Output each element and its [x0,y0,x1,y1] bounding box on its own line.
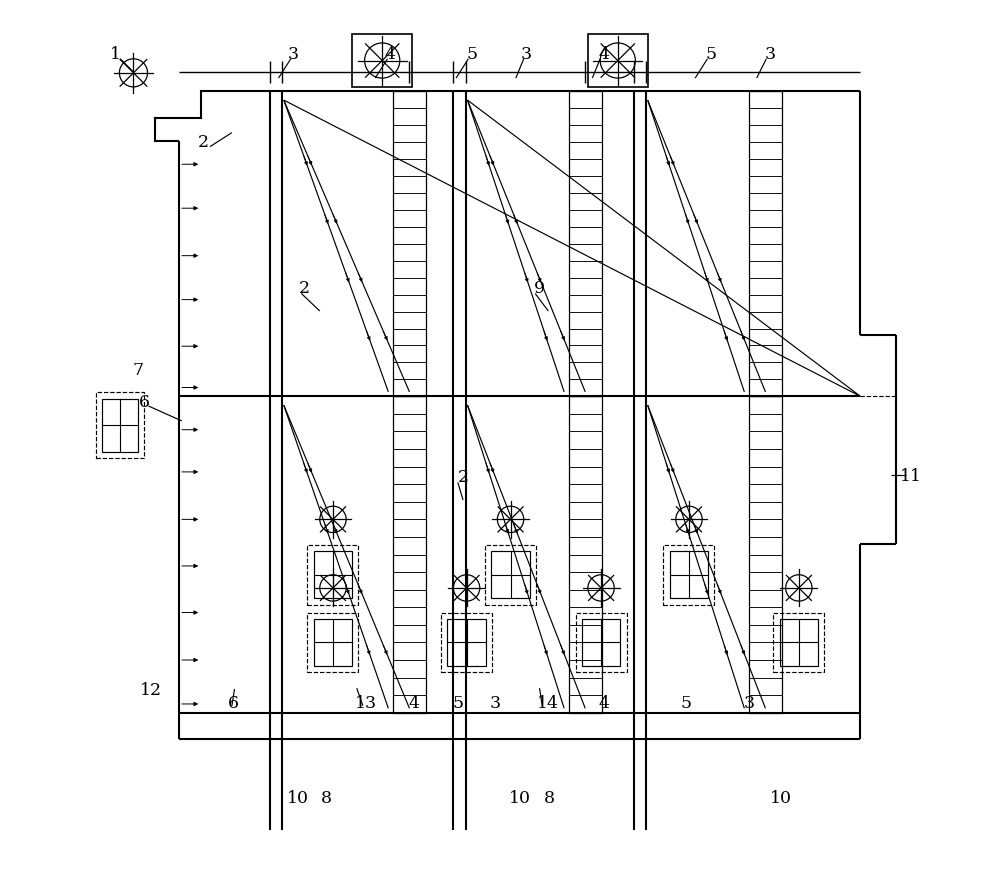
Text: 6: 6 [139,393,150,411]
Bar [96,393,144,458]
Text: 3: 3 [521,46,532,63]
Bar [569,92,602,397]
Bar [307,613,358,673]
Bar [663,545,714,605]
Text: 12: 12 [140,680,162,698]
Text: 6: 6 [228,694,239,711]
Bar [670,551,708,599]
Text: 5: 5 [681,694,692,711]
Text: 11: 11 [900,467,922,485]
Text: 7: 7 [132,362,143,379]
Bar [569,397,602,713]
Text: 2: 2 [458,468,469,486]
Bar [749,92,782,397]
Bar [749,397,782,713]
Bar [588,35,648,88]
Text: 4: 4 [408,694,419,711]
Text: 5: 5 [452,694,463,711]
Text: 10: 10 [287,788,309,806]
Text: 8: 8 [544,788,555,806]
Text: 3: 3 [489,694,500,711]
Bar [393,397,426,713]
Text: 1: 1 [109,46,120,63]
Text: 13: 13 [355,694,377,711]
Text: 4: 4 [598,46,609,63]
Text: 3: 3 [288,46,299,63]
Bar [102,399,138,453]
Text: 10: 10 [509,788,531,806]
Bar [582,619,620,666]
Text: 4: 4 [385,46,396,63]
Bar [441,613,492,673]
Text: 2: 2 [198,133,209,151]
Text: 4: 4 [598,694,609,711]
Text: 5: 5 [466,46,477,63]
Text: 5: 5 [705,46,717,63]
Text: 3: 3 [743,694,754,711]
Bar [773,613,824,673]
Bar [314,551,352,599]
Bar [393,92,426,397]
Bar [485,545,536,605]
Text: 10: 10 [770,788,792,806]
Text: 2: 2 [299,279,310,297]
Text: 14: 14 [537,694,559,711]
Bar [314,619,352,666]
Text: 9: 9 [534,279,545,297]
Bar [447,619,486,666]
Bar [780,619,818,666]
Bar [352,35,412,88]
Bar [576,613,627,673]
Bar [307,545,358,605]
Text: 8: 8 [321,788,332,806]
Bar [491,551,530,599]
Text: 3: 3 [764,46,775,63]
